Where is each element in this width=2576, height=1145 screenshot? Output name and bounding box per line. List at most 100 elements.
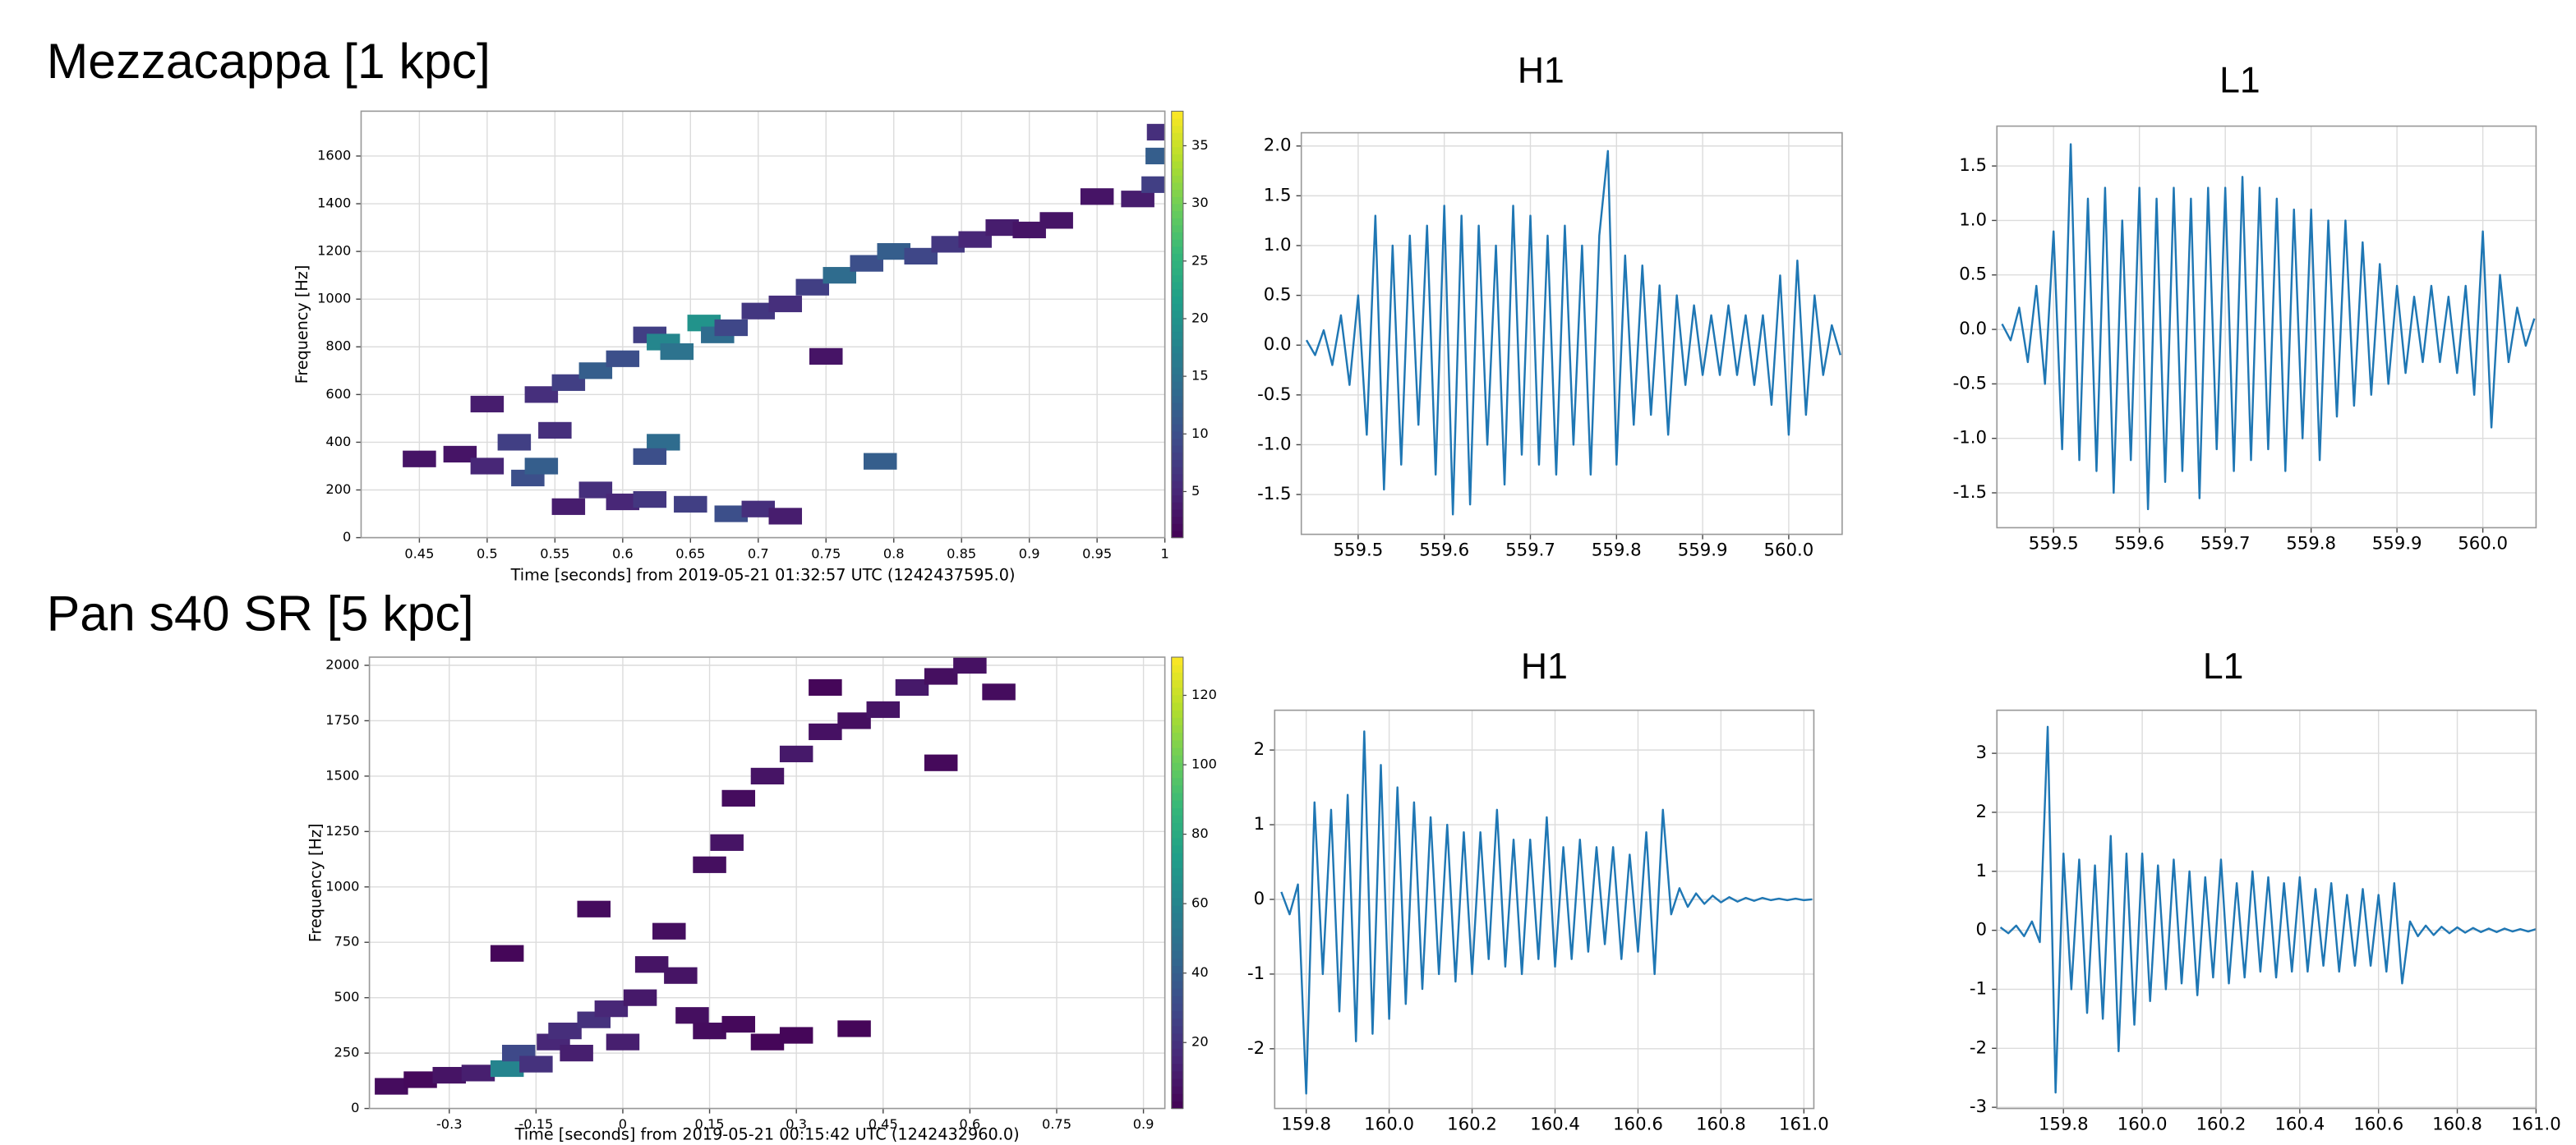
colorbar-segment [1171,267,1183,275]
colorbar-segment [1171,459,1183,467]
tile [809,347,843,365]
tile [779,745,813,763]
y-tick-label: 0 [1976,920,1988,940]
colorbar-segment [1171,366,1183,375]
colorbar-segment [1171,487,1183,496]
colorbar-segment [1171,739,1183,748]
y-tick-label: -1.0 [1257,434,1291,454]
y-tick-label: 1 [1976,861,1988,881]
x-tick-label: 160.2 [1447,1115,1497,1135]
colorbar-segment [1171,815,1183,824]
colorbar-segment [1171,996,1183,1004]
colorbar-segment [1171,189,1183,197]
tile [741,500,776,517]
colorbar-tick-label: 35 [1191,137,1209,153]
y-tick-label: 800 [325,338,351,354]
tile [904,247,938,265]
colorbar-segment [1171,402,1183,411]
y-tick-label: 0 [343,529,351,545]
waveform [1999,725,2537,1094]
tile [1080,188,1114,205]
colorbar-tick-label: 40 [1191,964,1209,980]
colorbar-segment [1171,523,1183,531]
x-tick-label: 160.6 [1613,1115,1663,1135]
colorbar-segment [1171,310,1183,318]
x-tick-label: 0.3 [786,1116,807,1132]
tile [606,350,640,367]
y-tick-label: -1.5 [1953,482,1987,503]
plot-area [1301,132,1842,535]
colorbar-segment [1171,1041,1183,1049]
tile [551,498,586,515]
tile [647,434,680,451]
colorbar-segment [1171,494,1183,503]
colorbar-segment [1171,1032,1183,1042]
chart-title: L1 [2219,61,2260,101]
y-tick-label: 3 [1976,743,1988,763]
marks [2001,143,2536,511]
colorbar-segment [1171,898,1183,906]
tile [924,668,958,685]
colorbar-segment [1171,980,1183,989]
x-tick-label: 1 [1160,545,1168,561]
x-tick-label: 160.8 [1696,1115,1746,1135]
y-tick-label: 600 [325,386,351,402]
x-tick-label: 559.7 [2200,534,2251,554]
colorbar-segment [1171,1025,1183,1034]
plot-area [1997,126,2537,528]
tile [750,1033,785,1051]
y-tick-label: -2 [1247,1038,1265,1059]
x-tick-label: 559.5 [1333,540,1383,561]
colorbar-segment [1171,125,1183,133]
colorbar-segment [1171,1101,1183,1110]
colorbar-segment [1171,395,1183,403]
colorbar-segment [1171,679,1183,688]
y-tick-label: 0 [1254,889,1265,909]
tile [837,1020,871,1037]
colorbar-segment [1171,905,1183,914]
tile [675,1007,709,1024]
x-tick-label: 0.45 [404,545,434,561]
colorbar-segment [1171,118,1183,126]
tile [809,678,842,697]
colorbar-tick-label: 100 [1191,756,1217,772]
x-tick-label: -0.3 [436,1116,463,1132]
tile [982,683,1016,701]
colorbar-tick-label: 20 [1191,310,1209,325]
y-tick-label: -2 [1970,1037,1987,1058]
colorbar-frame [1171,110,1184,539]
x-tick-label: 0 [619,1116,627,1132]
colorbar-segment [1171,317,1183,325]
colorbar-segment [1171,687,1183,696]
tile [823,267,857,284]
y-tick-label: 1.0 [1959,209,1987,230]
waveform [2001,143,2536,511]
colorbar-segment [1171,388,1183,397]
x-tick-label: 0.9 [1133,1116,1154,1132]
x-tick-label: 0.6 [960,1116,981,1132]
tile [877,243,910,260]
tile [403,450,436,467]
tile [1039,212,1073,229]
tile [519,1055,553,1073]
colorbar-segment [1171,324,1183,333]
tile [606,493,640,511]
plot-frame [1274,709,1815,1110]
tile [721,1015,756,1033]
y-tick-label: 2.0 [1264,136,1292,156]
x-tick-label: 0.85 [947,545,976,561]
y-tick-label: -1.5 [1257,484,1291,504]
plot-area [369,657,1165,1109]
x-tick-label: 559.8 [1592,540,1642,561]
colorbar-segment [1171,747,1183,756]
chart-title: H1 [1521,646,1568,687]
colorbar-segment [1171,296,1183,304]
x-axis-label: Time [seconds] from 2019-05-21 01:32:57 … [510,566,1016,585]
x-tick-label: 159.8 [2039,1115,2089,1135]
x-tick-label: 0.95 [1082,545,1112,561]
y-tick-label: 1600 [317,147,351,163]
tile [795,278,830,296]
tile [714,505,749,522]
colorbar-segment [1171,253,1183,261]
y-tick-label: 1000 [317,291,351,306]
